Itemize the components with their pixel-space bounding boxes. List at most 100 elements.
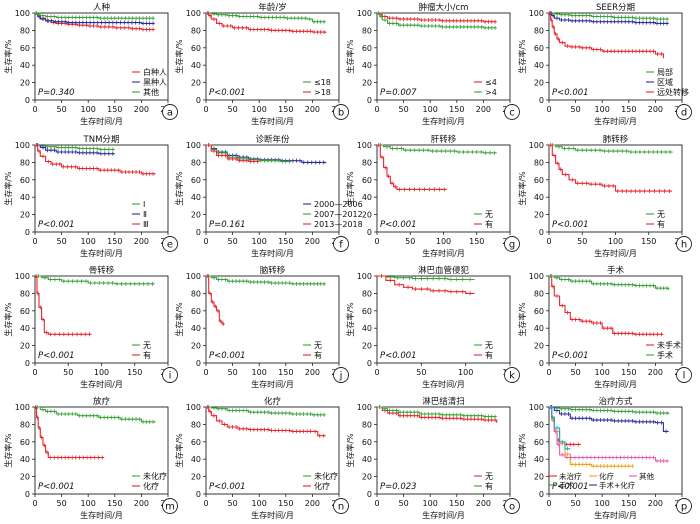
km-panel-k: 淋巴血管侵犯050100150020406080100生存时间/月生存率/%P<… bbox=[345, 265, 520, 389]
x-tick-label: 100 bbox=[423, 105, 438, 114]
panel-letter-badge bbox=[333, 367, 349, 383]
y-axis-label: 生存率/% bbox=[517, 433, 527, 468]
x-tick-label: 50 bbox=[228, 499, 238, 508]
x-tick-label: 0 bbox=[203, 105, 208, 114]
x-tick-label: 100 bbox=[595, 368, 610, 377]
panel-letter: g bbox=[509, 240, 515, 251]
y-tick-label: 80 bbox=[534, 289, 544, 298]
x-tick-label: 50 bbox=[57, 499, 67, 508]
y-tick-label: 0 bbox=[196, 490, 201, 499]
plot-frame bbox=[376, 406, 511, 495]
censor-marks-2 bbox=[35, 274, 90, 337]
x-tick-label: 200 bbox=[134, 105, 149, 114]
y-tick-label: 20 bbox=[191, 473, 201, 482]
y-tick-label: 100 bbox=[529, 9, 544, 18]
x-tick-label: 200 bbox=[305, 368, 320, 377]
x-tick-label: 150 bbox=[278, 237, 293, 246]
km-curve-1 bbox=[206, 144, 327, 164]
x-tick-label: 0 bbox=[32, 105, 37, 114]
y-tick-label: 100 bbox=[15, 272, 30, 281]
y-axis-label: 生存率/% bbox=[3, 39, 13, 74]
x-tick-label: 100 bbox=[81, 105, 96, 114]
y-tick-label: 60 bbox=[20, 438, 30, 447]
y-tick-label: 40 bbox=[362, 193, 372, 202]
y-tick-label: 0 bbox=[196, 96, 201, 105]
censor-marks-3 bbox=[208, 143, 258, 164]
x-axis-label: 生存时间/月 bbox=[80, 379, 123, 389]
p-value: P<0.001 bbox=[38, 351, 75, 361]
y-axis-label: 生存率/% bbox=[3, 302, 13, 337]
y-tick-label: 20 bbox=[362, 473, 372, 482]
y-tick-label: 0 bbox=[196, 228, 201, 237]
legend-label: 其他 bbox=[143, 87, 159, 97]
panel-letter: d bbox=[681, 108, 687, 119]
censor-marks-3 bbox=[35, 143, 154, 176]
x-tick-label: 50 bbox=[57, 237, 67, 246]
legend-label: 有 bbox=[485, 481, 493, 491]
legend-label: 无 bbox=[657, 210, 665, 219]
plot-frame bbox=[205, 406, 340, 495]
x-tick-label: 50 bbox=[228, 237, 238, 246]
legend-label: 化疗 bbox=[143, 481, 159, 491]
panel-letter-badge bbox=[162, 104, 178, 120]
y-tick-label: 60 bbox=[534, 307, 544, 316]
y-tick-label: 100 bbox=[15, 403, 30, 412]
x-tick-label: 50 bbox=[577, 237, 587, 246]
y-tick-label: 20 bbox=[534, 211, 544, 220]
x-tick-label: 0 bbox=[203, 499, 208, 508]
y-axis-label: 生存率/% bbox=[345, 171, 355, 206]
x-tick-label: 200 bbox=[134, 237, 149, 246]
x-tick-label: 50 bbox=[399, 499, 409, 508]
plot-frame bbox=[548, 406, 683, 495]
x-tick-label: 100 bbox=[458, 368, 473, 377]
censor-marks-2 bbox=[549, 405, 633, 469]
km-curve-3 bbox=[35, 12, 155, 19]
censor-marks-1 bbox=[551, 11, 668, 22]
x-tick-label: 100 bbox=[252, 499, 267, 508]
panel-title: 人种 bbox=[93, 2, 110, 13]
km-panel-d: SEER分期050100150200250020406080100生存时间/月生… bbox=[517, 3, 692, 126]
y-tick-label: 40 bbox=[20, 455, 30, 464]
panel-letter-badge bbox=[676, 498, 692, 514]
p-value: P<0.001 bbox=[209, 482, 246, 492]
y-tick-label: 80 bbox=[534, 420, 544, 429]
y-tick-label: 40 bbox=[20, 193, 30, 202]
legend-label: 有 bbox=[143, 350, 151, 360]
censor-marks-2 bbox=[377, 11, 496, 30]
km-curve-3 bbox=[206, 144, 260, 163]
panel-letter-badge bbox=[504, 104, 520, 120]
y-tick-label: 20 bbox=[191, 79, 201, 88]
y-tick-label: 100 bbox=[529, 272, 544, 281]
legend-label: 未化疗 bbox=[314, 471, 338, 481]
legend-label: 有 bbox=[657, 219, 665, 229]
x-tick-label: 100 bbox=[252, 105, 267, 114]
x-axis-label: 生存时间/月 bbox=[251, 379, 294, 389]
x-tick-label: 50 bbox=[571, 368, 581, 377]
y-tick-label: 80 bbox=[20, 289, 30, 298]
x-tick-label: 150 bbox=[621, 368, 636, 377]
km-curve-2 bbox=[35, 275, 92, 335]
y-tick-label: 100 bbox=[357, 141, 372, 150]
km-curve-2 bbox=[549, 144, 672, 192]
p-value: P<0.001 bbox=[38, 220, 75, 230]
x-tick-label: 200 bbox=[134, 499, 149, 508]
km-panel-p: 治疗方式050100150200250020406080100生存时间/月生存率… bbox=[517, 396, 692, 520]
p-value: P<0.001 bbox=[209, 88, 246, 98]
censor-marks-2 bbox=[550, 143, 670, 194]
x-tick-label: 50 bbox=[228, 105, 238, 114]
x-tick-label: 100 bbox=[81, 499, 96, 508]
x-tick-label: 50 bbox=[405, 237, 415, 246]
km-panel-e: TNM分期050100150200250020406080100生存时间/月生存… bbox=[3, 135, 178, 258]
km-panel-c: 肿瘤大小/cm050100150200250020406080100生存时间/月… bbox=[345, 2, 520, 126]
km-curve-2 bbox=[35, 144, 115, 155]
x-tick-label: 150 bbox=[449, 499, 464, 508]
legend-label: Ⅰ bbox=[143, 200, 145, 209]
x-tick-label: 50 bbox=[571, 105, 581, 114]
legend-label: 有 bbox=[485, 219, 493, 229]
y-axis-label: 生存率/% bbox=[517, 39, 527, 74]
km-curve-4 bbox=[549, 406, 670, 414]
panel-title: SEER分期 bbox=[596, 3, 635, 13]
y-tick-label: 60 bbox=[20, 176, 30, 185]
p-value: P<0.001 bbox=[38, 482, 75, 492]
